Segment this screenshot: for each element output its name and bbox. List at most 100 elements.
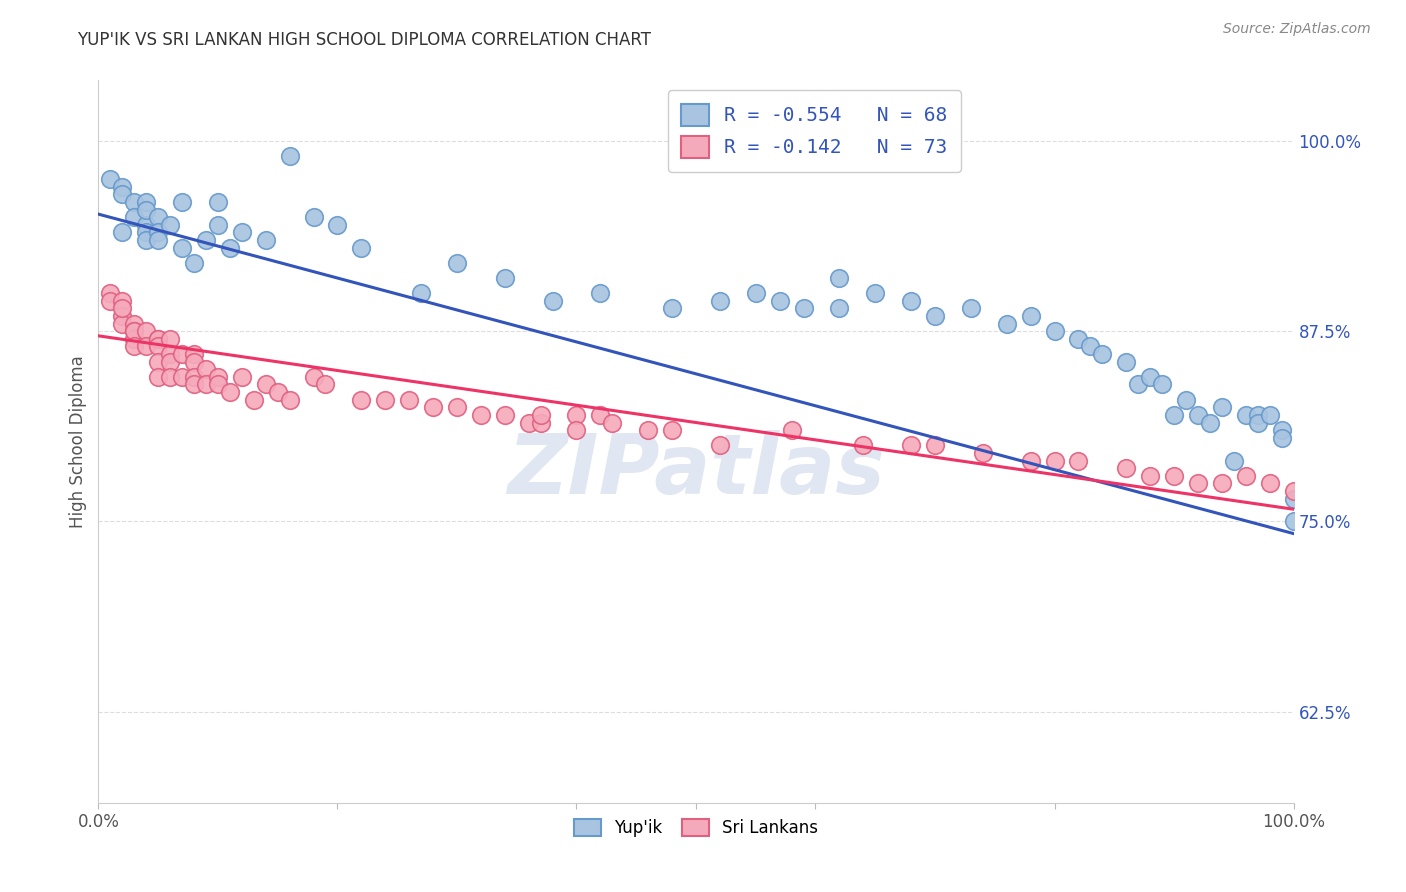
Point: [195, 233, 218, 247]
Point: [780, 423, 803, 437]
Point: [111, 187, 134, 202]
Point: [1080, 339, 1102, 353]
Point: [124, 194, 146, 209]
Point: [1247, 408, 1270, 422]
Point: [565, 423, 588, 437]
Point: [793, 301, 815, 316]
Point: [1187, 408, 1209, 422]
Point: [111, 179, 134, 194]
Point: [924, 438, 946, 452]
Point: [98, 172, 122, 186]
Point: [589, 286, 612, 301]
Point: [148, 233, 170, 247]
Point: [1199, 416, 1222, 430]
Point: [219, 241, 242, 255]
Point: [852, 438, 875, 452]
Point: [159, 347, 181, 361]
Point: [768, 293, 790, 308]
Text: Source: ZipAtlas.com: Source: ZipAtlas.com: [1223, 22, 1371, 37]
Point: [1258, 408, 1281, 422]
Point: [207, 370, 229, 384]
Point: [219, 385, 242, 400]
Point: [1211, 476, 1233, 491]
Point: [350, 392, 373, 407]
Point: [148, 210, 170, 224]
Point: [243, 392, 266, 407]
Point: [195, 362, 218, 376]
Point: [1223, 453, 1246, 467]
Point: [374, 392, 396, 407]
Point: [135, 339, 157, 353]
Point: [350, 241, 373, 255]
Point: [1019, 309, 1042, 323]
Point: [183, 256, 205, 270]
Point: [124, 317, 146, 331]
Point: [267, 385, 290, 400]
Point: [1271, 431, 1294, 445]
Point: [1282, 491, 1305, 506]
Point: [231, 226, 253, 240]
Point: [124, 324, 146, 338]
Point: [159, 354, 181, 368]
Point: [148, 339, 170, 353]
Point: [398, 392, 420, 407]
Point: [135, 202, 157, 217]
Point: [565, 408, 588, 422]
Point: [183, 370, 205, 384]
Y-axis label: High School Diploma: High School Diploma: [69, 355, 87, 528]
Point: [517, 416, 540, 430]
Point: [900, 438, 922, 452]
Point: [159, 370, 181, 384]
Point: [195, 377, 218, 392]
Point: [1282, 483, 1305, 498]
Point: [995, 317, 1018, 331]
Point: [1163, 468, 1185, 483]
Point: [1152, 377, 1174, 392]
Point: [124, 324, 146, 338]
Point: [589, 408, 612, 422]
Point: [172, 370, 194, 384]
Point: [422, 401, 444, 415]
Point: [924, 309, 946, 323]
Point: [1115, 461, 1137, 475]
Point: [828, 301, 851, 316]
Point: [709, 438, 731, 452]
Point: [124, 339, 146, 353]
Point: [183, 377, 205, 392]
Point: [494, 271, 516, 285]
Point: [745, 286, 768, 301]
Point: [1139, 370, 1161, 384]
Point: [148, 226, 170, 240]
Point: [865, 286, 887, 301]
Point: [302, 370, 325, 384]
Point: [602, 416, 624, 430]
Point: [494, 408, 516, 422]
Point: [446, 401, 468, 415]
Point: [172, 241, 194, 255]
Point: [1019, 453, 1042, 467]
Point: [446, 256, 468, 270]
Point: [661, 423, 683, 437]
Text: ZIPatlas: ZIPatlas: [508, 430, 884, 511]
Point: [900, 293, 922, 308]
Point: [111, 301, 134, 316]
Point: [1139, 468, 1161, 483]
Point: [254, 233, 277, 247]
Point: [972, 446, 994, 460]
Point: [1067, 453, 1090, 467]
Point: [135, 233, 157, 247]
Point: [1247, 416, 1270, 430]
Point: [111, 226, 134, 240]
Point: [124, 210, 146, 224]
Point: [1187, 476, 1209, 491]
Point: [278, 149, 301, 163]
Point: [1175, 392, 1198, 407]
Point: [637, 423, 659, 437]
Point: [159, 218, 181, 232]
Point: [278, 392, 301, 407]
Point: [135, 194, 157, 209]
Point: [1067, 332, 1090, 346]
Point: [148, 332, 170, 346]
Point: [183, 347, 205, 361]
Point: [530, 416, 553, 430]
